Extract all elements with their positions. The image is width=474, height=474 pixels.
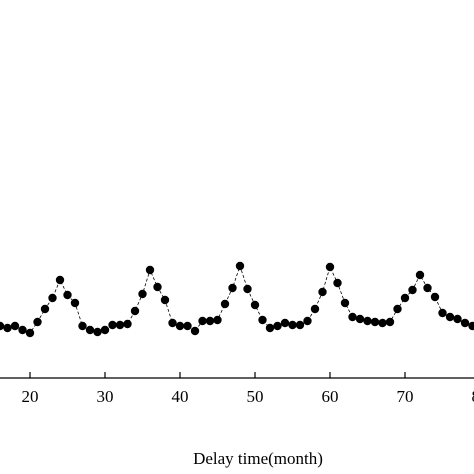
- data-point: [243, 284, 252, 294]
- data-point: [355, 314, 365, 324]
- data-point: [340, 298, 350, 308]
- data-point: [93, 327, 102, 337]
- data-point: [40, 304, 50, 314]
- data-point: [445, 312, 455, 322]
- data-point: [168, 318, 177, 328]
- data-point: [153, 282, 162, 292]
- data-point: [138, 289, 147, 299]
- data-point: [108, 320, 117, 330]
- x-tick-label: 20: [22, 387, 39, 406]
- data-point: [393, 304, 402, 314]
- x-tick-label: 80: [472, 387, 474, 406]
- data-point: [430, 292, 440, 302]
- data-point: [273, 321, 282, 331]
- data-point: [318, 287, 327, 297]
- data-point: [78, 321, 87, 331]
- data-point: [25, 328, 35, 338]
- data-point: [468, 321, 474, 331]
- data-point: [258, 315, 267, 325]
- data-point: [453, 314, 462, 324]
- data-point: [175, 321, 185, 331]
- data-point: [438, 308, 447, 318]
- data-point: [280, 318, 290, 328]
- data-point: [33, 317, 42, 327]
- data-point: [190, 326, 200, 336]
- data-point: [235, 261, 245, 271]
- data-point: [3, 323, 12, 333]
- data-point: [160, 295, 170, 305]
- x-tick-label: 60: [322, 387, 339, 406]
- data-point: [145, 265, 155, 275]
- data-point: [213, 315, 222, 325]
- data-point: [333, 278, 342, 288]
- data-point: [70, 298, 80, 308]
- data-point: [115, 320, 125, 330]
- data-point: [0, 321, 5, 331]
- data-point: [423, 283, 432, 293]
- data-point: [415, 270, 425, 280]
- x-tick-label: 50: [247, 387, 264, 406]
- data-point: [198, 316, 207, 326]
- data-point: [183, 321, 192, 331]
- data-point: [295, 320, 305, 330]
- x-axis-label: Delay time(month): [193, 449, 323, 468]
- data-point: [348, 312, 357, 322]
- data-point: [85, 325, 95, 335]
- data-point: [100, 325, 110, 335]
- data-point: [123, 319, 132, 329]
- data-point: [288, 320, 297, 330]
- data-point: [370, 317, 380, 327]
- data-point: [385, 317, 395, 327]
- data-point: [378, 318, 387, 328]
- data-point: [63, 290, 72, 300]
- data-point: [18, 325, 27, 335]
- data-point: [400, 293, 410, 303]
- data-point: [10, 321, 20, 331]
- data-point: [265, 323, 275, 333]
- data-point: [363, 316, 372, 326]
- data-point: [303, 316, 312, 326]
- data-point: [205, 316, 215, 326]
- data-point: [460, 318, 470, 328]
- data-point: [228, 283, 237, 293]
- data-point: [408, 285, 417, 295]
- data-point: [48, 293, 57, 303]
- x-tick-label: 40: [172, 387, 189, 406]
- data-point: [325, 262, 335, 272]
- data-point: [130, 306, 140, 316]
- x-tick-label: 70: [397, 387, 414, 406]
- data-point: [55, 275, 65, 285]
- data-point: [220, 299, 230, 309]
- x-tick-label: 30: [97, 387, 114, 406]
- data-point: [250, 300, 260, 310]
- data-point: [310, 304, 320, 314]
